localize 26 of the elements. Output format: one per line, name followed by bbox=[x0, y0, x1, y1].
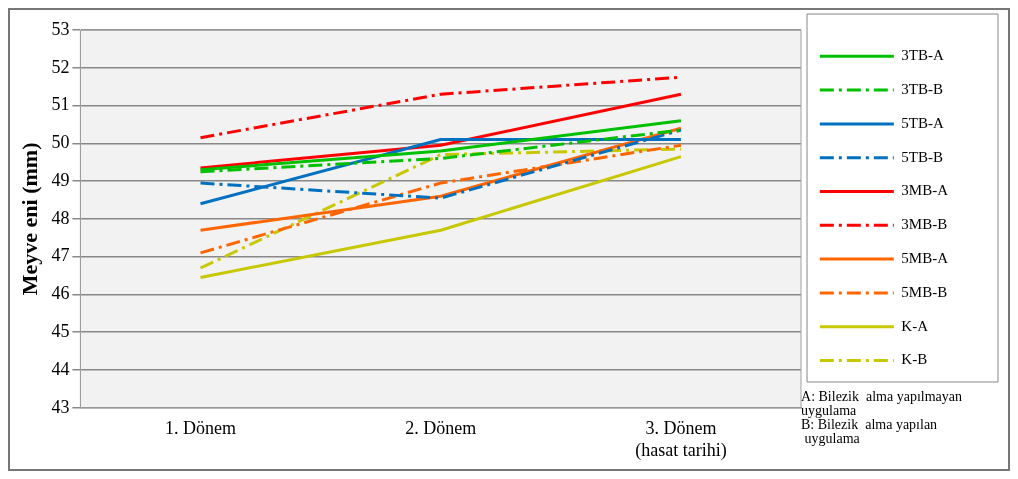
y-tick-label: 51 bbox=[51, 94, 70, 115]
y-tick-label: 49 bbox=[51, 169, 70, 190]
legend-label: 5TB-A bbox=[901, 114, 944, 131]
y-tick-label: 47 bbox=[51, 245, 70, 266]
y-tick-label: 48 bbox=[51, 207, 70, 228]
annotation: A: Bilezik alma yapılmayan uygulama B: Bilezik alma yapılan uygulama bbox=[801, 388, 962, 446]
x-tick-label: 2. Dönem bbox=[405, 418, 477, 439]
legend-label: K-B bbox=[901, 351, 928, 368]
y-tick-label: 50 bbox=[51, 132, 70, 153]
legend-label: 5MB-B bbox=[901, 283, 948, 300]
legend-label: 5MB-A bbox=[901, 250, 949, 267]
legend-label: 3TB-B bbox=[901, 81, 943, 98]
y-tick-label: 44 bbox=[51, 358, 70, 379]
y-tick-label: 45 bbox=[51, 320, 70, 341]
y-tick-label: 53 bbox=[51, 18, 70, 39]
legend-label: 3TB-A bbox=[901, 47, 944, 64]
y-tick-label: 46 bbox=[51, 283, 70, 304]
x-tick-label: 3. Dönem (hasat tarihi) bbox=[635, 418, 727, 461]
y-tick-label: 43 bbox=[51, 396, 70, 417]
x-tick-label: 1. Dönem bbox=[165, 418, 237, 439]
y-axis-title: Meyve eni (mm) bbox=[16, 142, 42, 296]
legend-label: K-A bbox=[901, 317, 929, 334]
legend-label: 5TB-B bbox=[901, 148, 943, 165]
legend-label: 3MB-A bbox=[901, 182, 949, 199]
y-tick-label: 52 bbox=[51, 56, 70, 77]
legend-label: 3MB-B bbox=[901, 216, 948, 233]
